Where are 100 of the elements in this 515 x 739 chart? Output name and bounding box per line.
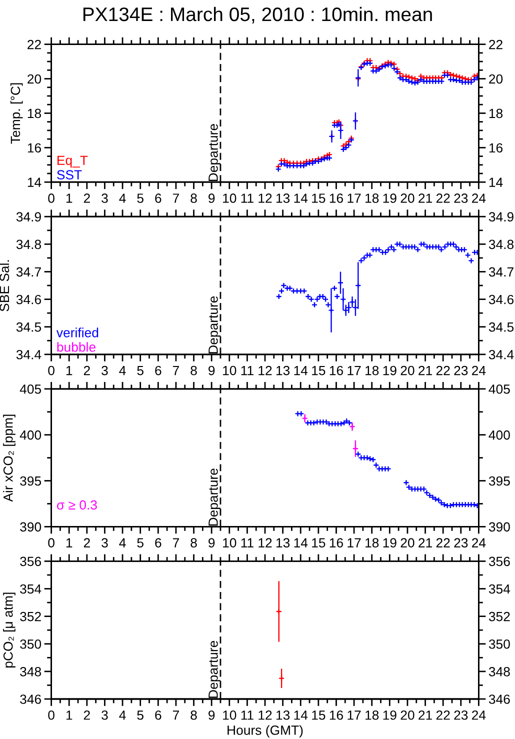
- x-tick-label: 11: [241, 710, 254, 720]
- y-tick-label: 34.4: [16, 350, 42, 360]
- x-tick-label: 14: [294, 710, 308, 720]
- x-tick-label: 13: [276, 194, 290, 203]
- x-tick-label: 1: [66, 194, 72, 203]
- x-tick-label: 21: [418, 194, 432, 203]
- y-tick-label: 34.7: [16, 267, 41, 277]
- y2-tick-label: 356: [488, 556, 510, 566]
- text: verified: [56, 328, 98, 338]
- y2-tick-label: 390: [488, 522, 510, 532]
- x-axis-title: Hours (GMT): [228, 725, 303, 738]
- x-tick-label: 5: [137, 366, 144, 376]
- y-axis-title: Temp. [°C]: [10, 83, 23, 144]
- x-tick-label: 6: [155, 538, 162, 548]
- x-tick-label: 4: [119, 538, 126, 548]
- x-tick-label: 22: [436, 194, 450, 203]
- y-tick-label: 34.5: [16, 322, 42, 332]
- x-tick-label: 4: [119, 194, 126, 203]
- y2-tick-label: 34.9: [488, 212, 514, 222]
- x-tick-label: 12: [258, 366, 272, 376]
- x-tick-label: 16: [330, 194, 343, 203]
- y2-tick-label: 400: [488, 430, 510, 440]
- x-tick-label: 8: [190, 366, 197, 376]
- x-tick-label: 23: [454, 538, 468, 548]
- x-tick-label: 21: [418, 710, 432, 720]
- x-tick-label: 10: [223, 366, 236, 376]
- y2-tick-label: 34.5: [488, 322, 514, 332]
- x-tick-label: 10: [223, 710, 236, 720]
- y2-tick-label: 346: [488, 694, 510, 704]
- y-tick-label: 395: [20, 476, 42, 486]
- y-axis-title: pCO₂ [μ atm]: [3, 592, 16, 668]
- x-tick-label: 23: [454, 366, 468, 376]
- text: SST: [57, 170, 82, 180]
- y-tick-label: 22: [28, 40, 41, 50]
- y-tick-label: 34.8: [16, 240, 42, 250]
- ref-line-label: Departure: [208, 640, 220, 698]
- y-tick-label: 346: [20, 694, 41, 704]
- y-axis-title: Air xCO₂ [ppm]: [3, 414, 16, 502]
- x-tick-label: 18: [366, 710, 379, 720]
- x-tick-label: 2: [84, 710, 90, 720]
- ref-line-label: Departure: [208, 124, 220, 182]
- x-tick-label: 9: [208, 366, 215, 376]
- x-tick-label: 0: [48, 194, 54, 203]
- x-tick-label: 17: [348, 538, 361, 548]
- y-tick-label: 352: [20, 612, 41, 622]
- y2-tick-label: 350: [488, 639, 510, 649]
- x-tick-label: 5: [137, 710, 144, 720]
- ref-line-label: Departure: [208, 296, 220, 354]
- y-tick-label: 18: [28, 108, 42, 118]
- x-tick-label: 22: [436, 366, 450, 376]
- x-tick-label: 4: [119, 710, 126, 720]
- y2-tick-label: 16: [489, 143, 503, 153]
- y-tick-label: 405: [20, 384, 42, 394]
- x-tick-label: 18: [366, 538, 379, 548]
- x-tick-label: 7: [172, 538, 179, 548]
- x-tick-label: 3: [102, 710, 108, 720]
- x-tick-label: 8: [190, 710, 197, 720]
- y-tick-label: 350: [20, 639, 42, 649]
- y-tick-label: 14: [28, 178, 42, 187]
- x-tick-label: 24: [472, 538, 486, 548]
- y-tick-label: 348: [20, 667, 42, 676]
- x-tick-label: 23: [454, 710, 468, 720]
- x-tick-label: 19: [383, 194, 396, 203]
- x-tick-label: 15: [312, 710, 326, 720]
- x-tick-label: 20: [400, 366, 414, 376]
- text: σ ≥ 0.3: [56, 500, 97, 510]
- x-tick-label: 16: [330, 538, 343, 548]
- y-tick-label: 354: [20, 584, 42, 594]
- x-tick-label: 16: [330, 710, 343, 720]
- x-tick-label: 18: [366, 194, 379, 203]
- y2-tick-label: 395: [488, 476, 510, 486]
- x-tick-label: 7: [172, 710, 179, 720]
- x-tick-label: 9: [208, 194, 215, 203]
- x-tick-label: 10: [223, 194, 236, 203]
- x-tick-label: 12: [258, 194, 272, 203]
- y-tick-label: 20: [28, 74, 42, 84]
- x-tick-label: 13: [276, 366, 290, 376]
- x-tick-label: 19: [383, 710, 396, 720]
- x-tick-label: 19: [383, 538, 396, 548]
- x-tick-label: 15: [312, 366, 326, 376]
- x-tick-label: 6: [155, 194, 162, 203]
- x-tick-label: 18: [366, 366, 379, 376]
- x-tick-label: 8: [190, 194, 197, 203]
- x-tick-label: 15: [312, 538, 326, 548]
- x-tick-label: 1: [66, 710, 72, 720]
- x-tick-label: 3: [102, 194, 108, 203]
- x-tick-label: 16: [330, 366, 343, 376]
- x-tick-label: 22: [436, 538, 450, 548]
- x-tick-label: 8: [190, 538, 197, 548]
- y-tick-label: 390: [20, 522, 42, 532]
- x-tick-label: 21: [418, 366, 432, 376]
- x-tick-label: 2: [84, 538, 90, 548]
- y-tick-label: 34.9: [16, 212, 41, 222]
- x-tick-label: 21: [418, 538, 432, 548]
- x-tick-label: 5: [137, 538, 144, 548]
- x-tick-label: 5: [137, 194, 144, 203]
- x-tick-label: 20: [400, 194, 414, 203]
- x-tick-label: 15: [312, 194, 326, 203]
- x-tick-label: 6: [155, 366, 162, 376]
- x-tick-label: 1: [66, 538, 72, 548]
